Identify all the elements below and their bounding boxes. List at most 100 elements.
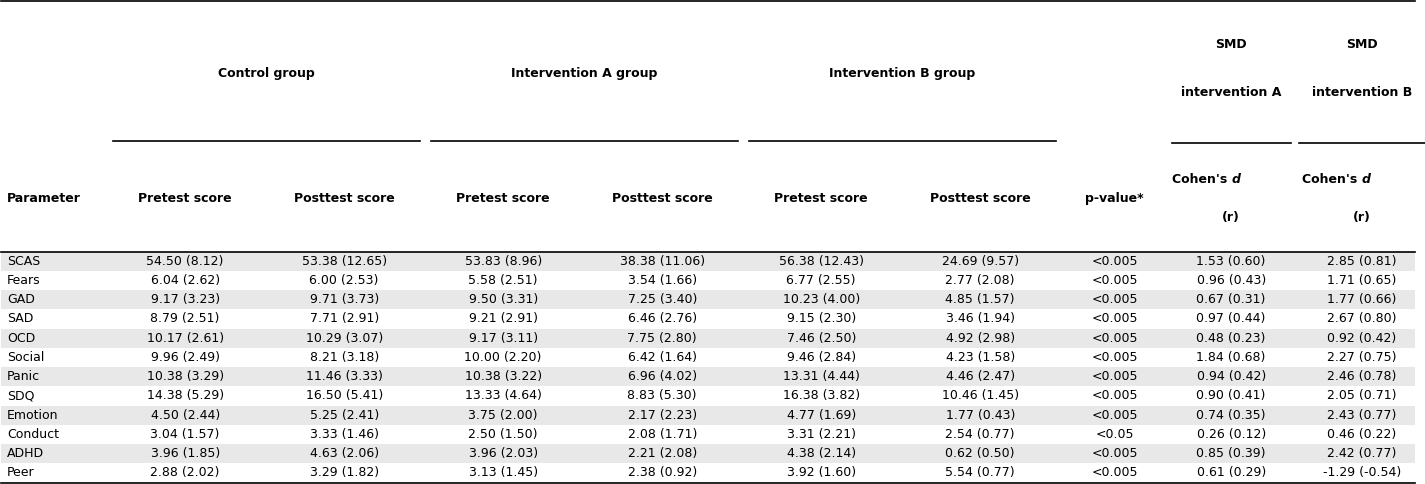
Bar [1,406,1415,425]
Text: <0.005: <0.005 [1092,351,1137,364]
Text: 10.46 (1.45): 10.46 (1.45) [942,390,1019,403]
Text: 53.38 (12.65): 53.38 (12.65) [302,255,386,268]
Text: 7.46 (2.50): 7.46 (2.50) [787,332,856,345]
Text: 10.38 (3.29): 10.38 (3.29) [147,370,224,383]
Text: 6.77 (2.55): 6.77 (2.55) [787,274,856,287]
Text: 2.21 (2.08): 2.21 (2.08) [627,447,697,460]
Text: 3.04 (1.57): 3.04 (1.57) [151,428,219,441]
Text: 9.21 (2.91): 9.21 (2.91) [469,313,537,326]
Text: 38.38 (11.06): 38.38 (11.06) [620,255,705,268]
Text: 0.85 (0.39): 0.85 (0.39) [1197,447,1265,460]
Text: SMD: SMD [1216,38,1247,51]
Text: Conduct: Conduct [7,428,58,441]
Text: 10.38 (3.22): 10.38 (3.22) [465,370,542,383]
Text: 0.90 (0.41): 0.90 (0.41) [1197,390,1265,403]
Text: 4.23 (1.58): 4.23 (1.58) [946,351,1015,364]
Text: 0.74 (0.35): 0.74 (0.35) [1197,409,1265,422]
Text: 4.77 (1.69): 4.77 (1.69) [787,409,856,422]
Text: 6.46 (2.76): 6.46 (2.76) [627,313,697,326]
Text: 4.92 (2.98): 4.92 (2.98) [946,332,1015,345]
Text: 2.42 (0.77): 2.42 (0.77) [1327,447,1396,460]
Text: 6.00 (2.53): 6.00 (2.53) [309,274,379,287]
Text: SAD: SAD [7,313,33,326]
Text: 4.38 (2.14): 4.38 (2.14) [787,447,856,460]
Text: <0.005: <0.005 [1092,409,1137,422]
Text: 2.88 (2.02): 2.88 (2.02) [151,467,219,480]
Text: -1.29 (-0.54): -1.29 (-0.54) [1322,467,1401,480]
Text: 0.61 (0.29): 0.61 (0.29) [1197,467,1265,480]
Text: Intervention A group: Intervention A group [512,67,658,80]
Text: Pretest score: Pretest score [456,192,550,205]
Text: 1.71 (0.65): 1.71 (0.65) [1327,274,1396,287]
Text: 3.31 (2.21): 3.31 (2.21) [787,428,856,441]
Text: 10.29 (3.07): 10.29 (3.07) [305,332,383,345]
Text: 4.46 (2.47): 4.46 (2.47) [946,370,1015,383]
Text: 9.17 (3.11): 9.17 (3.11) [469,332,537,345]
Text: 2.67 (0.80): 2.67 (0.80) [1327,313,1396,326]
Bar [1,252,1415,271]
Text: 0.48 (0.23): 0.48 (0.23) [1197,332,1265,345]
Text: 4.50 (2.44): 4.50 (2.44) [151,409,219,422]
Text: <0.005: <0.005 [1092,390,1137,403]
Text: intervention B: intervention B [1312,86,1412,99]
Bar [1,329,1415,348]
Text: 0.96 (0.43): 0.96 (0.43) [1197,274,1265,287]
Text: 7.71 (2.91): 7.71 (2.91) [309,313,379,326]
Text: 16.50 (5.41): 16.50 (5.41) [305,390,383,403]
Text: 11.46 (3.33): 11.46 (3.33) [306,370,382,383]
Text: 0.46 (0.22): 0.46 (0.22) [1327,428,1396,441]
Text: 2.85 (0.81): 2.85 (0.81) [1327,255,1396,268]
Text: Peer: Peer [7,467,34,480]
Text: <0.005: <0.005 [1092,313,1137,326]
Text: <0.005: <0.005 [1092,467,1137,480]
Text: <0.005: <0.005 [1092,293,1137,306]
Text: 24.69 (9.57): 24.69 (9.57) [942,255,1019,268]
Text: 0.92 (0.42): 0.92 (0.42) [1327,332,1396,345]
Text: 9.96 (2.49): 9.96 (2.49) [151,351,219,364]
Text: 8.83 (5.30): 8.83 (5.30) [627,390,697,403]
Bar [1,444,1415,463]
Text: <0.005: <0.005 [1092,447,1137,460]
Text: intervention A: intervention A [1181,86,1281,99]
Text: 3.96 (1.85): 3.96 (1.85) [151,447,219,460]
Text: 1.77 (0.43): 1.77 (0.43) [946,409,1015,422]
Text: 5.54 (0.77): 5.54 (0.77) [945,467,1015,480]
Text: 4.85 (1.57): 4.85 (1.57) [946,293,1015,306]
Text: 6.04 (2.62): 6.04 (2.62) [151,274,219,287]
Text: 9.17 (3.23): 9.17 (3.23) [151,293,219,306]
Text: 1.77 (0.66): 1.77 (0.66) [1327,293,1396,306]
Text: 1.84 (0.68): 1.84 (0.68) [1197,351,1265,364]
Text: 3.54 (1.66): 3.54 (1.66) [627,274,697,287]
Text: Posttest score: Posttest score [611,192,712,205]
Text: 0.62 (0.50): 0.62 (0.50) [946,447,1015,460]
Text: 4.63 (2.06): 4.63 (2.06) [309,447,379,460]
Text: SDQ: SDQ [7,390,34,403]
Text: 9.71 (3.73): 9.71 (3.73) [309,293,379,306]
Text: 3.33 (1.46): 3.33 (1.46) [309,428,379,441]
Text: 2.08 (1.71): 2.08 (1.71) [627,428,697,441]
Text: 2.43 (0.77): 2.43 (0.77) [1327,409,1396,422]
Text: Control group: Control group [218,67,315,80]
Text: 6.96 (4.02): 6.96 (4.02) [627,370,697,383]
Text: (r): (r) [1223,212,1240,225]
Text: d: d [1362,173,1371,186]
Text: 14.38 (5.29): 14.38 (5.29) [147,390,224,403]
Text: Cohen's: Cohen's [1171,173,1231,186]
Text: 2.50 (1.50): 2.50 (1.50) [469,428,537,441]
Text: 9.50 (3.31): 9.50 (3.31) [469,293,537,306]
Text: Panic: Panic [7,370,40,383]
Text: 2.77 (2.08): 2.77 (2.08) [946,274,1015,287]
Text: 3.75 (2.00): 3.75 (2.00) [469,409,537,422]
Text: 56.38 (12.43): 56.38 (12.43) [778,255,864,268]
Text: 7.75 (2.80): 7.75 (2.80) [627,332,697,345]
Text: 1.53 (0.60): 1.53 (0.60) [1197,255,1265,268]
Text: Parameter: Parameter [7,192,81,205]
Text: 0.26 (0.12): 0.26 (0.12) [1197,428,1265,441]
Text: d: d [1231,173,1240,186]
Text: Intervention B group: Intervention B group [829,67,976,80]
Text: <0.005: <0.005 [1092,332,1137,345]
Text: 2.54 (0.77): 2.54 (0.77) [946,428,1015,441]
Text: 10.00 (2.20): 10.00 (2.20) [465,351,542,364]
Text: 5.58 (2.51): 5.58 (2.51) [469,274,537,287]
Text: 3.29 (1.82): 3.29 (1.82) [309,467,379,480]
